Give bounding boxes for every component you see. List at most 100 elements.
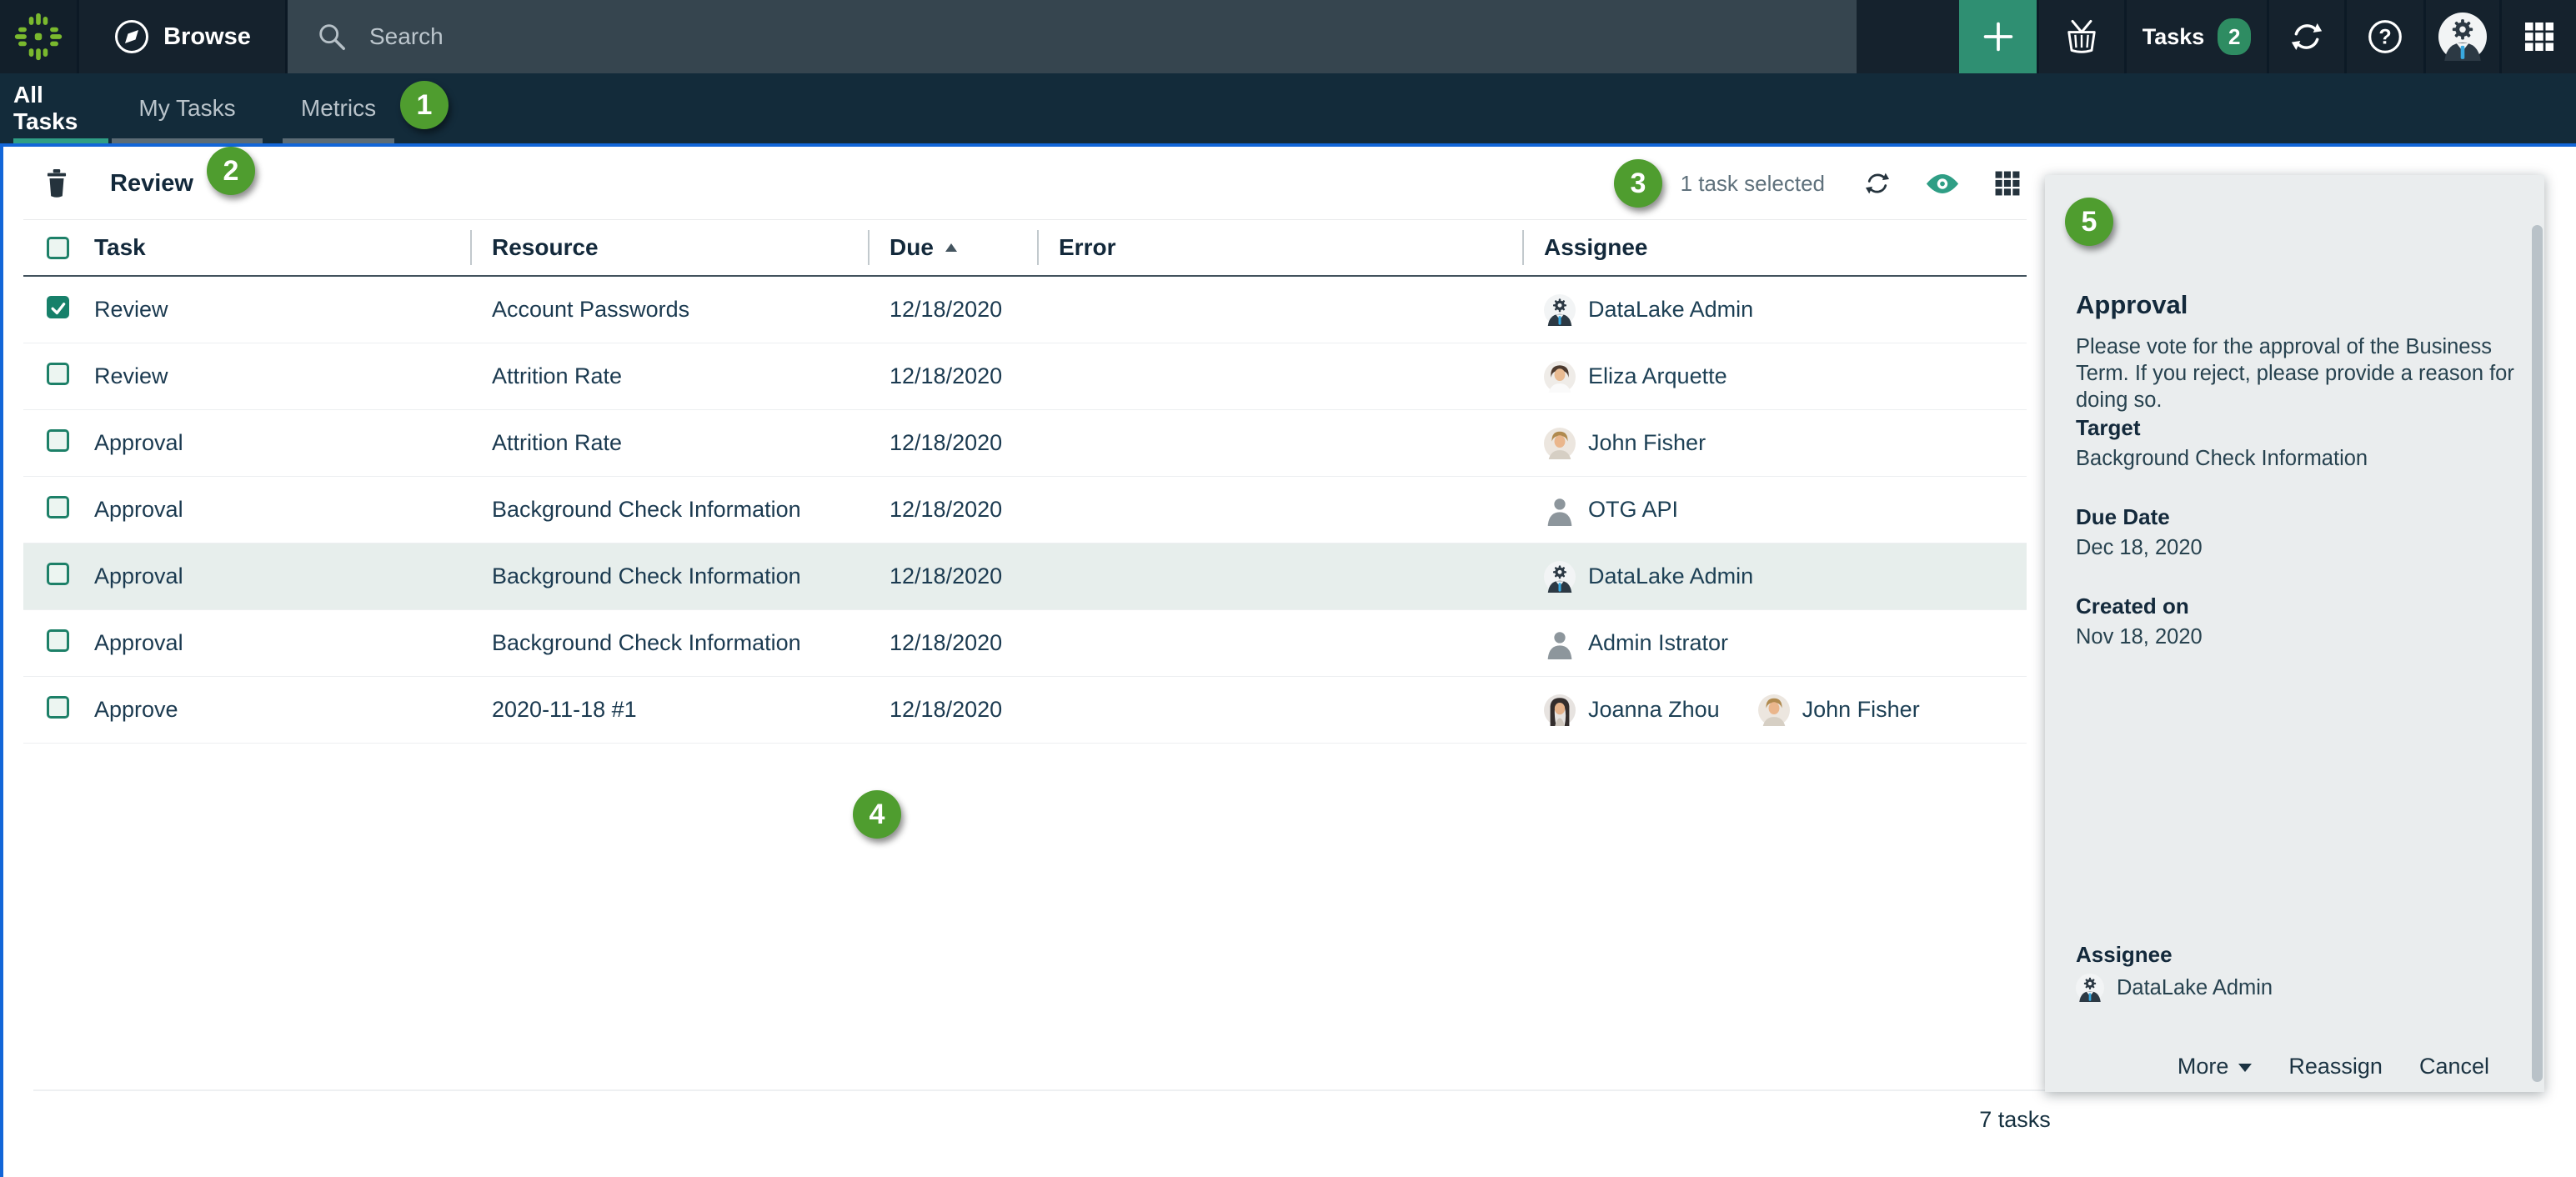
sync-button[interactable]	[2267, 0, 2344, 73]
panel-fields: Target Background Check Information Due Da…	[2076, 415, 2509, 683]
panel-buttons: More Reassign Cancel	[2178, 1048, 2489, 1084]
task-cell: Approve	[94, 697, 178, 722]
workflow-action-label[interactable]: Review	[110, 169, 193, 197]
assignee-name: OTG API	[1588, 497, 1679, 522]
man1-avatar	[1758, 694, 1790, 726]
row-checkbox[interactable]	[47, 629, 69, 652]
preview-toggle-button[interactable]	[1925, 173, 1960, 195]
assignee-cell: Eliza Arquette	[1522, 361, 2027, 393]
user-avatar	[2438, 13, 2487, 61]
panel-field-target: Target Background Check Information	[2076, 415, 2368, 470]
row-checkbox[interactable]	[47, 295, 69, 318]
refresh-button[interactable]	[1863, 169, 1892, 198]
apps-grid-button[interactable]	[2499, 0, 2576, 73]
task-cell: Approval	[94, 430, 183, 455]
task-toolbar: Review 1 task selected	[23, 147, 2027, 220]
assignee-name: Eliza Arquette	[1588, 363, 1727, 388]
assignee-name: DataLake Admin	[1588, 297, 1754, 322]
tasks-button[interactable]: Tasks 2	[2124, 0, 2267, 73]
tasks-count-badge: 2	[2218, 18, 2252, 55]
man1-avatar	[1544, 428, 1576, 459]
column-settings-button[interactable]	[1993, 169, 2022, 198]
eye-icon	[1925, 173, 1960, 195]
row-checkbox[interactable]	[47, 695, 69, 719]
assignee: John Fisher	[1544, 428, 1706, 459]
row-checkbox[interactable]	[47, 428, 69, 452]
compass-icon	[113, 18, 150, 55]
assignee-name: John Fisher	[1802, 697, 1920, 722]
column-header-task[interactable]: Task	[94, 234, 146, 260]
assignee-cell: John Fisher	[1522, 428, 2027, 459]
grid-icon	[1993, 169, 2022, 198]
table-row[interactable]: Approval Background Check Information 12/1…	[23, 610, 2027, 677]
reassign-button[interactable]: Reassign	[2288, 1053, 2383, 1079]
help-button[interactable]	[2344, 0, 2423, 73]
task-cell: Approval	[94, 563, 183, 588]
tasks-label: Tasks	[2142, 23, 2205, 49]
browse-button[interactable]: Browse	[77, 0, 288, 73]
select-all-cell	[23, 220, 88, 275]
cancel-button[interactable]: Cancel	[2418, 1053, 2489, 1079]
table-row[interactable]: Review Account Passwords 12/18/2020 DataLak…	[23, 277, 2027, 343]
select-all-checkbox[interactable]	[47, 236, 69, 259]
column-header-resource[interactable]: Resource	[470, 220, 868, 275]
resource-cell: Attrition Rate	[492, 363, 623, 388]
checkbox-cell	[23, 629, 88, 658]
panel-description: Please vote for the approval of the Busi…	[2076, 334, 2514, 412]
table-row[interactable]: Approval Background Check Information 12/1…	[23, 543, 2027, 610]
due-cell: 12/18/2020	[890, 630, 1003, 655]
assignee-name: DataLake Admin	[1588, 563, 1754, 588]
checkbox-cell	[23, 695, 88, 724]
assignee-cell: Admin Istrator	[1522, 628, 2027, 659]
row-checkbox[interactable]	[47, 562, 69, 585]
admin-avatar	[1544, 294, 1576, 326]
table-header: Task Resource Due Error Assignee	[23, 220, 2027, 277]
tab-all-tasks[interactable]: All Tasks	[13, 73, 108, 143]
tab-my-tasks[interactable]: My Tasks	[112, 73, 263, 143]
resource-cell: Account Passwords	[492, 297, 690, 322]
annotation-badge-1: 1	[400, 81, 449, 129]
task-cell: Approval	[94, 630, 183, 655]
search-input[interactable]: Search	[288, 0, 1857, 73]
column-header-due[interactable]: Due	[868, 220, 1037, 275]
assignee-avatar	[2076, 974, 2104, 1002]
assignee-cell: OTG API	[1522, 494, 2027, 526]
create-button[interactable]	[1959, 0, 2037, 73]
table-row[interactable]: Approve 2020-11-18 #1 12/18/2020 Joanna Zho…	[23, 677, 2027, 744]
panel-scrollbar[interactable]	[2532, 225, 2543, 1082]
column-header-error[interactable]: Error	[1037, 220, 1522, 275]
checkbox-cell	[23, 562, 88, 591]
panel-title: Approval	[2076, 289, 2188, 319]
assignee-name: Admin Istrator	[1588, 630, 1729, 655]
woman1-avatar	[1544, 361, 1576, 393]
table-row[interactable]: Review Attrition Rate 12/18/2020 Eliza Arqu…	[23, 343, 2027, 410]
assignee-name: DataLake Admin	[2117, 975, 2273, 999]
tab-metrics[interactable]: Metrics	[283, 73, 394, 143]
row-checkbox[interactable]	[47, 362, 69, 385]
user-menu-button[interactable]	[2423, 0, 2499, 73]
search-placeholder: Search	[369, 23, 444, 49]
panel-assignee-block: Assignee DataLake Admin	[2076, 942, 2509, 1002]
checkbox-cell	[23, 495, 88, 524]
table-row[interactable]: Approval Attrition Rate 12/18/2020 John Fis…	[23, 410, 2027, 477]
assignee-name: John Fisher	[1588, 430, 1706, 455]
more-button[interactable]: More	[2178, 1054, 2253, 1079]
task-details-panel: Approval Please vote for the approval of…	[2045, 175, 2544, 1092]
annotation-badge-2: 2	[207, 147, 255, 195]
search-icon	[316, 21, 348, 53]
resource-cell: Attrition Rate	[492, 430, 623, 455]
basket-button[interactable]	[2037, 0, 2124, 73]
collibra-logo-icon	[13, 11, 64, 63]
column-header-assignee[interactable]: Assignee	[1522, 220, 2027, 275]
tab-bar: All Tasks My Tasks Metrics	[0, 73, 2576, 143]
table-row[interactable]: Approval Background Check Information 12/1…	[23, 477, 2027, 543]
woman2-avatar	[1544, 694, 1576, 726]
row-checkbox[interactable]	[47, 495, 69, 518]
delete-task-button[interactable]	[38, 165, 75, 202]
sort-ascending-icon	[945, 243, 957, 252]
due-cell: 12/18/2020	[890, 297, 1003, 322]
help-icon	[2366, 18, 2404, 56]
due-cell: 12/18/2020	[890, 430, 1003, 455]
app-logo[interactable]	[0, 0, 77, 73]
